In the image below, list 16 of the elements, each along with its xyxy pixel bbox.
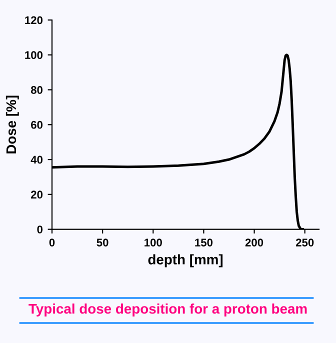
y-tick-label: 100 [25,51,43,60]
text: Typical dose deposition for a proton beam [28,304,307,316]
y-tick-label: 80 [30,86,43,94]
x-tick-label: 100 [144,238,162,246]
x-tick-label: 200 [245,238,264,246]
x-tick-label: 250 [296,238,314,246]
y-axis-title: Dose [%] [6,96,19,154]
x-axis-title: depth [mm] [148,254,223,268]
x-tick-label: 0 [49,238,55,246]
y-tick-label: 120 [25,16,43,24]
y-tick-label: 40 [30,156,43,164]
y-tick-label: 60 [31,120,43,129]
x-tick-label: 50 [96,238,108,246]
y-tick-label: 20 [31,190,43,199]
y-tick-label: 0 [37,226,43,234]
x-tick-label: 150 [195,238,213,246]
